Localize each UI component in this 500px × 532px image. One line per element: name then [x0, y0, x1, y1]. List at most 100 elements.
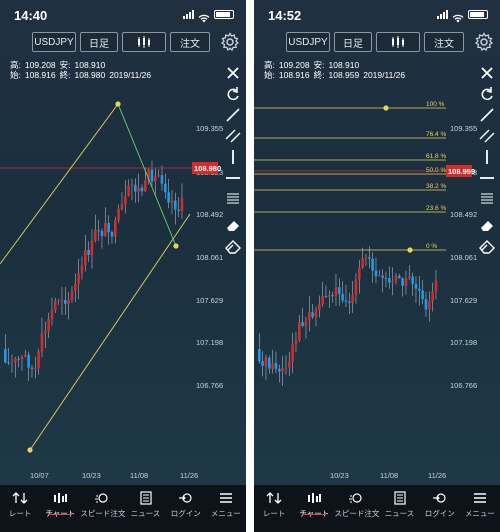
drawing-tool-button[interactable]	[478, 190, 496, 208]
tab-login[interactable]: ログイン	[166, 485, 206, 532]
drawing-tool-button[interactable]	[224, 148, 242, 166]
order-button[interactable]: 注文	[170, 32, 210, 52]
high-label: 高:	[10, 60, 21, 70]
drawing-tool-button[interactable]	[224, 190, 242, 208]
tab-chart[interactable]: チャート	[40, 485, 80, 532]
candle-body	[298, 322, 301, 341]
candle-body	[401, 278, 404, 286]
date-axis-label: 10/23	[82, 471, 101, 480]
candle-body	[404, 278, 408, 286]
candle-body	[291, 344, 294, 362]
low-value: 108.910	[328, 60, 360, 70]
tab-speed-order[interactable]: スピード注文	[334, 485, 379, 532]
wifi-icon	[198, 10, 210, 23]
symbol-selector[interactable]: USDJPY	[286, 32, 330, 52]
drawing-anchor-handle[interactable]	[27, 447, 33, 453]
status-time: 14:52	[268, 8, 302, 23]
period-selector[interactable]: 日足	[334, 32, 372, 52]
open-label: 始:	[10, 70, 21, 80]
drawing-tool-button[interactable]	[478, 85, 496, 103]
drawing-anchor-handle[interactable]	[115, 101, 121, 107]
candle-body	[157, 175, 160, 177]
drawing-anchor-handle[interactable]	[383, 105, 389, 111]
drawing-tool-button[interactable]	[478, 64, 496, 82]
symbol-selector[interactable]: USDJPY	[32, 32, 76, 52]
channel-parallel-line[interactable]	[117, 103, 177, 247]
tab-rate[interactable]: レート	[0, 485, 40, 532]
current-price-value: 108.959	[448, 167, 475, 176]
date-axis-label: 11/08	[130, 471, 148, 480]
tab-label: レート	[8, 509, 32, 518]
drawing-tool-button[interactable]	[224, 85, 242, 103]
chart-toolbar: USDJPY 日足 注文	[0, 32, 246, 56]
tab-label: チャート	[45, 509, 76, 518]
chart-type-button[interactable]	[122, 32, 166, 52]
chart-canvas[interactable]: 109.355108.923108.492108.061107.629107.1…	[0, 84, 246, 484]
tab-speed-order[interactable]: スピード注文	[80, 485, 125, 532]
candle-body	[90, 240, 94, 256]
candlestick-chart[interactable]: 109.355108.923108.492108.061107.629107.1…	[0, 84, 246, 484]
drawing-tool-button[interactable]	[224, 127, 242, 145]
tab-login[interactable]: ログイン	[420, 485, 460, 532]
candle-body	[318, 304, 321, 311]
candle-body	[84, 249, 87, 266]
tab-rate[interactable]: レート	[254, 485, 294, 532]
tab-label: ニュース	[130, 509, 161, 518]
tab-menu[interactable]: メニュー	[460, 485, 500, 532]
chart-type-button[interactable]	[376, 32, 420, 52]
candle-body	[110, 232, 114, 237]
vertical-line-icon	[232, 150, 234, 164]
drawing-tool-button[interactable]	[224, 64, 242, 82]
undo-icon	[227, 87, 239, 101]
drawing-tool-button[interactable]	[478, 216, 496, 234]
candle-body	[331, 295, 334, 297]
drawing-tool-button[interactable]	[224, 106, 242, 124]
candle-body	[278, 368, 281, 372]
candle-body	[394, 275, 398, 282]
price-axis-label: 107.198	[196, 338, 223, 347]
drawing-tool-button[interactable]	[478, 127, 496, 145]
drawing-tool-button[interactable]	[478, 148, 496, 166]
tab-news[interactable]: ニュース	[125, 485, 165, 532]
drawing-tool-button[interactable]	[224, 169, 242, 187]
trendline-icon	[480, 108, 494, 122]
drawing-tool-button[interactable]	[478, 237, 496, 255]
fibonacci-level-label: 23.6 %	[426, 205, 446, 212]
drawing-tool-button[interactable]	[224, 216, 242, 234]
candle-body	[180, 198, 184, 212]
period-selector[interactable]: 日足	[80, 32, 118, 52]
tab-chart[interactable]: チャート	[294, 485, 334, 532]
candle-body	[288, 361, 291, 368]
drawing-anchor-handle[interactable]	[173, 243, 179, 249]
drawing-anchor-handle[interactable]	[407, 247, 413, 253]
battery-icon	[468, 10, 488, 19]
drawing-tool-button[interactable]	[224, 237, 242, 255]
tab-menu[interactable]: メニュー	[206, 485, 246, 532]
order-button[interactable]: 注文	[424, 32, 464, 52]
trendline[interactable]	[0, 103, 119, 265]
candle-body	[47, 319, 50, 331]
candle-body	[284, 367, 288, 369]
low-label: 安:	[313, 60, 325, 70]
trendline[interactable]	[29, 213, 191, 451]
candle-body	[104, 223, 107, 237]
candle-body	[170, 200, 174, 203]
fibonacci-level-label: 100 %	[426, 101, 445, 108]
candle-body	[50, 310, 54, 320]
candlestick-chart[interactable]: 109.355108.923108.492108.061107.629107.1…	[254, 84, 500, 484]
current-price-tag	[192, 162, 218, 174]
candle-body	[70, 291, 74, 301]
tab-label: ニュース	[384, 509, 415, 518]
chart-canvas[interactable]: 109.355108.923108.492108.061107.629107.1…	[254, 84, 500, 484]
gear-icon[interactable]	[220, 32, 240, 52]
candle-body	[274, 363, 278, 369]
candle-body	[371, 258, 374, 271]
candlestick-icon	[138, 36, 150, 48]
drawing-tool-button[interactable]	[478, 106, 496, 124]
drawing-tool-button[interactable]	[478, 169, 496, 187]
tab-news[interactable]: ニュース	[379, 485, 419, 532]
candle-body	[434, 280, 438, 292]
candle-body	[120, 204, 124, 210]
gear-icon[interactable]	[474, 32, 494, 52]
candle-body	[351, 294, 354, 303]
